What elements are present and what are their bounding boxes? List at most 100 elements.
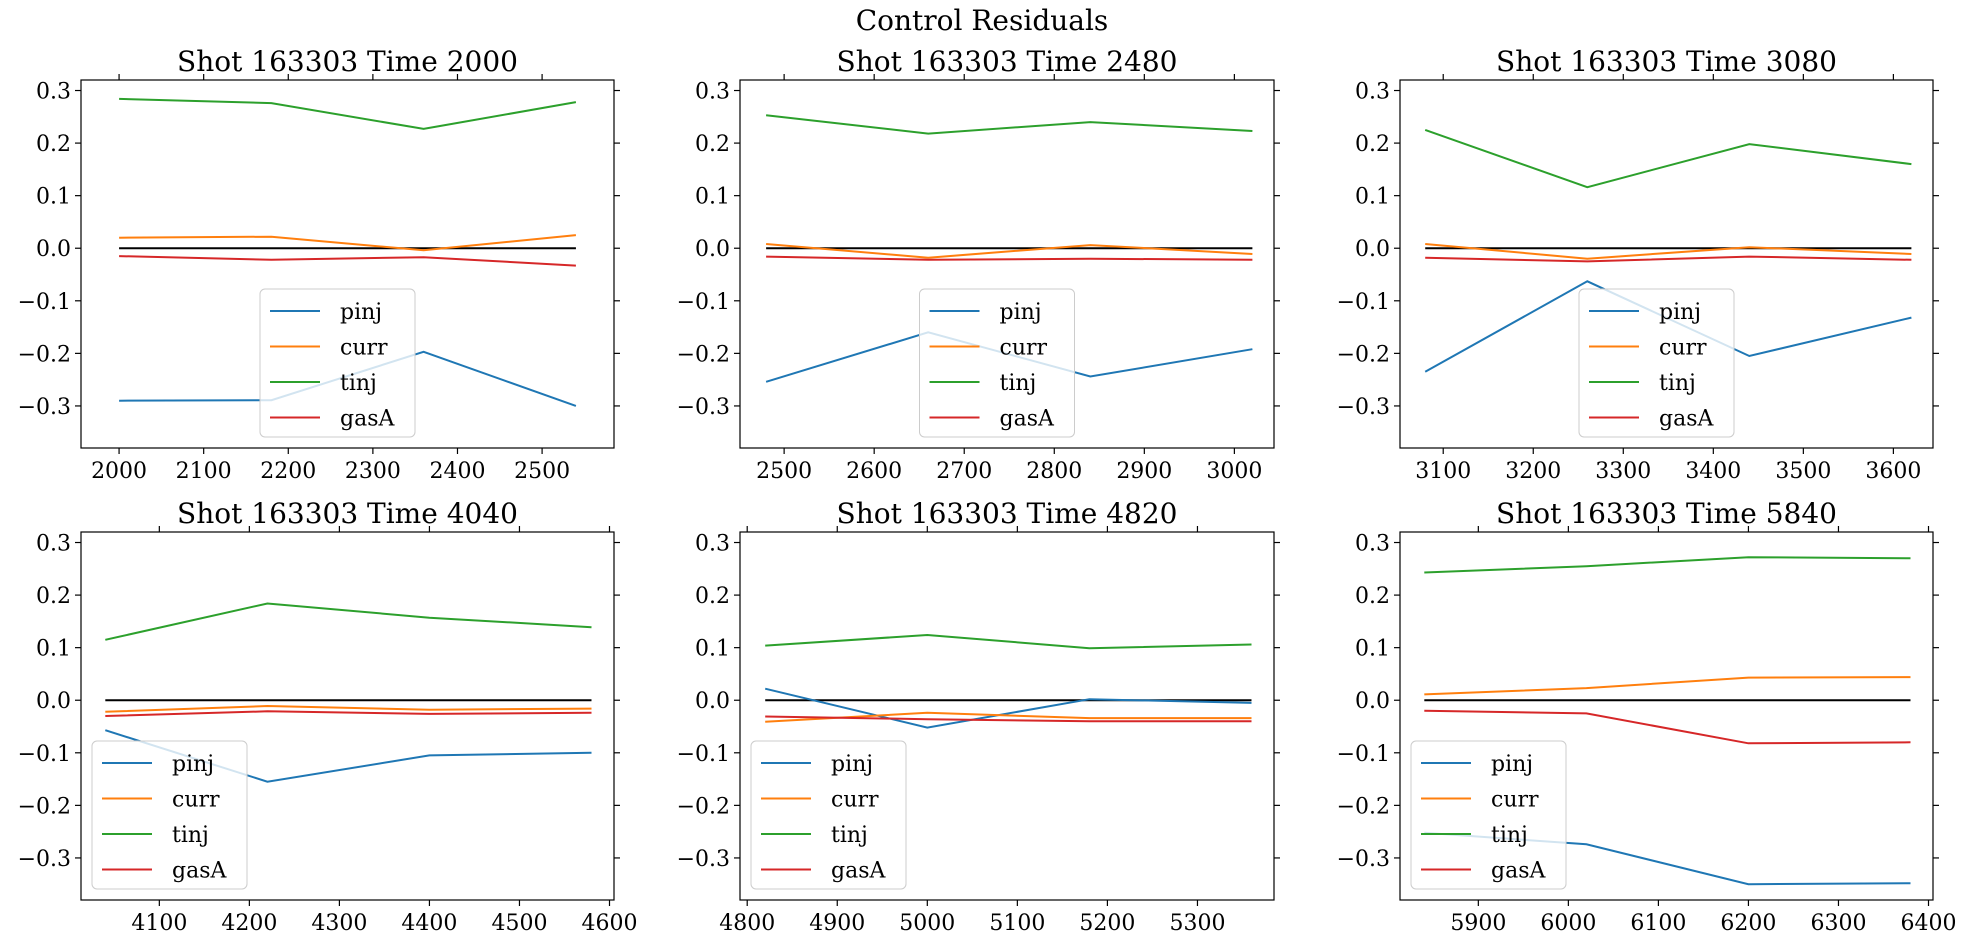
- legend-label-curr: curr: [340, 336, 388, 361]
- x-tick-label: 3500: [1775, 459, 1831, 484]
- legend-label-pinj: pinj: [1491, 752, 1533, 777]
- series-line-tinj: [1424, 556, 1911, 574]
- subplot-grid: Shot 163303 Time 2000 −0.3 −0.2 −0.1 0.0 0.1 0…: [18, 45, 1957, 936]
- legend-label-tinj: tinj: [172, 823, 209, 848]
- series-line-gasA: [766, 255, 1253, 261]
- y-tick-label: 0.3: [695, 532, 730, 557]
- legend-box: [919, 288, 1075, 438]
- subplot-5: Shot 163303 Time 4820 −0.3 −0.2 −0.1 0.0 0.1 0…: [677, 497, 1280, 936]
- subplot-2: Shot 163303 Time 2480 −0.3 −0.2 −0.1 0.0 0.1 0…: [677, 45, 1280, 484]
- x-tick-label: 3400: [1685, 459, 1741, 484]
- series-line-curr: [105, 704, 592, 713]
- y-tick-label: 0.3: [36, 80, 71, 105]
- y-tick-label: 0.2: [695, 584, 730, 609]
- series-line-curr: [119, 234, 576, 252]
- axes-frame: [80, 531, 615, 901]
- x-tick-label: 4500: [491, 911, 547, 936]
- series-line-pinj: [764, 687, 1252, 729]
- y-tick-label: 0.0: [695, 237, 730, 262]
- subplot-title: Shot 163303 Time 2000: [177, 45, 518, 78]
- subplot-4: Shot 163303 Time 4040 −0.3 −0.2 −0.1 0.0 0.1 0…: [18, 497, 638, 936]
- series-line-tinj: [105, 602, 592, 641]
- subplot-title: Shot 163303 Time 3080: [1496, 45, 1837, 78]
- y-tick-label: 0.0: [695, 689, 730, 714]
- y-tick-label: 0.3: [1355, 532, 1390, 557]
- x-tick-label: 2500: [756, 459, 812, 484]
- y-tick-label: 0.1: [1355, 637, 1390, 662]
- x-tick-label: 2900: [1116, 459, 1172, 484]
- legend-label-gasA: gasA: [1659, 407, 1714, 432]
- x-tick-label: 2500: [514, 459, 570, 484]
- legend: pinj curr tinj gasA: [91, 740, 248, 890]
- y-tick-label: 0.2: [36, 132, 71, 157]
- y-tick-label: −0.1: [1337, 290, 1390, 315]
- y-tick-label: −0.1: [677, 290, 730, 315]
- series-line-tinj: [119, 97, 577, 130]
- series-line-curr: [1425, 243, 1912, 260]
- y-tick-label: 0.0: [1355, 689, 1390, 714]
- y-tick-label: 0.1: [695, 185, 730, 210]
- x-tick-label: 4100: [131, 911, 187, 936]
- x-tick-label: 2600: [846, 459, 902, 484]
- axes-frame: [80, 79, 615, 449]
- axes-frame: [739, 79, 1275, 449]
- legend-box: [1410, 740, 1567, 890]
- legend-label-curr: curr: [1000, 336, 1048, 361]
- y-tick-label: 0.1: [36, 185, 71, 210]
- x-tick-label: 3200: [1505, 459, 1561, 484]
- y-tick-label: −0.3: [1337, 847, 1390, 872]
- y-tick-label: 0.3: [1355, 80, 1390, 105]
- series-line-gasA: [1424, 709, 1911, 745]
- legend-label-curr: curr: [1491, 788, 1539, 813]
- y-tick-label: −0.1: [1337, 742, 1390, 767]
- subplot-6: Shot 163303 Time 5840 −0.3 −0.2 −0.1 0.0 0.1 0…: [1337, 497, 1957, 936]
- y-tick-label: 0.1: [36, 637, 71, 662]
- y-tick-label: −0.3: [677, 395, 730, 420]
- legend: pinj curr tinj gasA: [1578, 288, 1735, 438]
- axes-frame: [1399, 531, 1934, 901]
- x-tick-label: 3600: [1865, 459, 1921, 484]
- legend: pinj curr tinj gasA: [1410, 740, 1567, 890]
- legend-label-tinj: tinj: [1659, 371, 1696, 396]
- y-tick-label: 0.0: [36, 689, 71, 714]
- series-line-curr: [1424, 676, 1911, 696]
- legend: pinj curr tinj gasA: [259, 288, 416, 438]
- series-line-gasA: [119, 255, 576, 267]
- x-tick-label: 4900: [809, 911, 865, 936]
- y-tick-label: −0.1: [18, 742, 71, 767]
- subplot-title: Shot 163303 Time 5840: [1496, 497, 1837, 530]
- legend-box: [1578, 288, 1735, 438]
- legend-label-curr: curr: [831, 788, 879, 813]
- x-tick-label: 5100: [989, 911, 1045, 936]
- y-tick-label: 0.0: [36, 237, 71, 262]
- x-tick-label: 5300: [1169, 911, 1225, 936]
- series-line-curr: [766, 243, 1253, 259]
- legend-label-gasA: gasA: [1491, 859, 1546, 884]
- series-line-gasA: [1425, 255, 1912, 263]
- series-line-tinj: [765, 114, 1253, 135]
- legend: pinj curr tinj gasA: [750, 740, 907, 890]
- y-tick-label: 0.1: [1355, 185, 1390, 210]
- legend-label-pinj: pinj: [340, 300, 382, 325]
- legend-label-curr: curr: [1659, 336, 1707, 361]
- y-tick-label: 0.2: [36, 584, 71, 609]
- y-tick-label: −0.3: [1337, 395, 1390, 420]
- x-tick-label: 5000: [899, 911, 955, 936]
- y-tick-label: 0.0: [1355, 237, 1390, 262]
- x-tick-label: 5900: [1450, 911, 1506, 936]
- x-tick-label: 2200: [260, 459, 316, 484]
- x-tick-label: 6100: [1630, 911, 1686, 936]
- x-tick-label: 4200: [221, 911, 277, 936]
- y-tick-label: 0.2: [1355, 584, 1390, 609]
- legend-label-curr: curr: [172, 788, 220, 813]
- legend-box: [259, 288, 416, 438]
- legend-label-pinj: pinj: [172, 752, 214, 777]
- y-tick-label: 0.3: [36, 532, 71, 557]
- y-tick-label: −0.2: [18, 794, 71, 819]
- y-tick-label: −0.2: [18, 342, 71, 367]
- series-line-gasA: [105, 710, 592, 717]
- subplot-title: Shot 163303 Time 2480: [837, 45, 1178, 78]
- legend-label-pinj: pinj: [1000, 300, 1042, 325]
- x-tick-label: 3300: [1595, 459, 1651, 484]
